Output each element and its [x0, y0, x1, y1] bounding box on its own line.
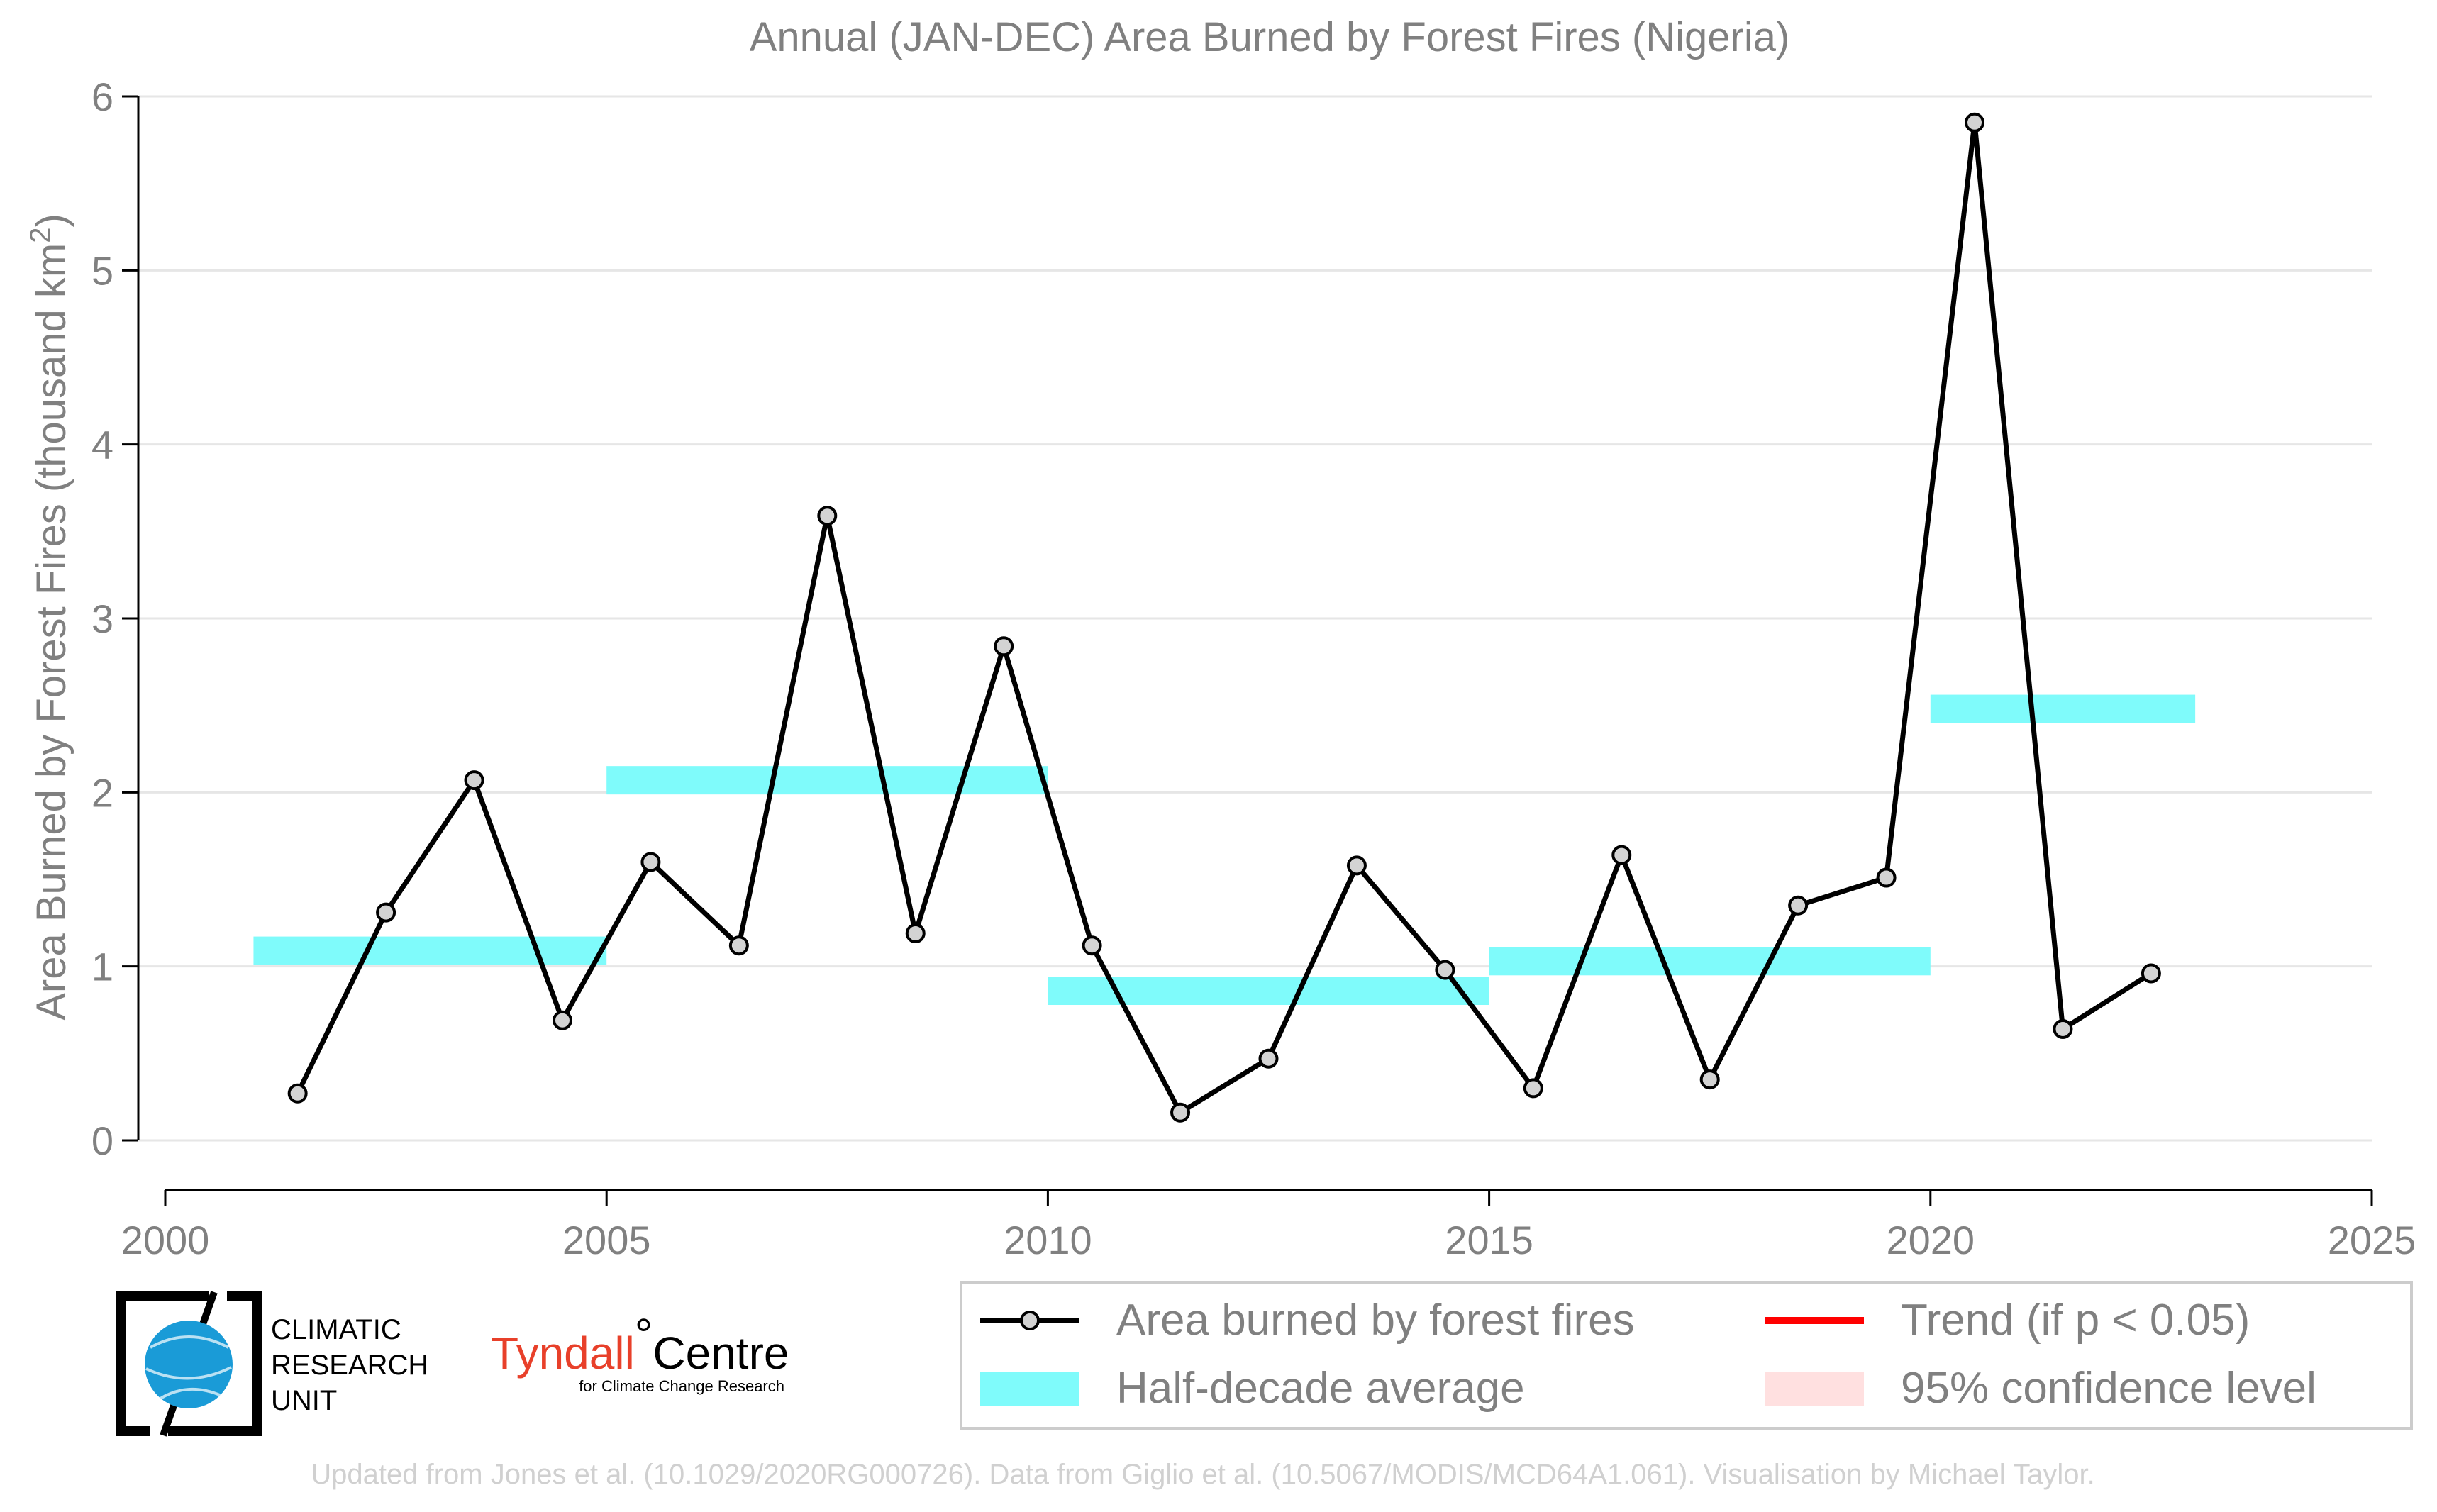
data-point-2014.5	[1435, 960, 1455, 980]
y-tick-label-4: 4	[91, 423, 113, 467]
data-point-2002.5	[376, 902, 396, 923]
data-point-2008.5	[905, 923, 926, 944]
data-point-2006.5	[728, 935, 749, 956]
legend-label-2: Half-decade average	[1116, 1364, 1525, 1413]
x-tick-label-2005: 2005	[562, 1218, 651, 1262]
y-axis-label-main: Area Burned by Forest Fires (thousand km	[28, 243, 74, 1021]
y-tick-label-2: 2	[91, 770, 113, 815]
legend: Area burned by forest fires Trend (if p <…	[960, 1281, 2413, 1430]
legend-frame	[960, 1281, 2413, 1430]
legend-label-0: Area burned by forest fires	[1116, 1296, 1635, 1345]
cru-logo-line-1: CLIMATIC	[271, 1314, 401, 1345]
half-decade-band-4	[1930, 694, 2196, 723]
legend-label-1: Trend (if p < 0.05)	[1901, 1296, 2250, 1345]
half-decade-band-0	[253, 936, 607, 965]
cru-logo-line-3: UNIT	[271, 1385, 337, 1416]
data-point-2007.5	[817, 506, 838, 526]
globe-lines	[145, 1335, 232, 1400]
data-point-2010.5	[1082, 935, 1102, 956]
cru-logo-frame	[116, 1291, 262, 1436]
y-axis-label-end: )	[28, 213, 74, 227]
chart-title: Annual (JAN-DEC) Area Burned by Forest F…	[750, 14, 1790, 60]
tyndall-degree: °	[635, 1309, 653, 1360]
data-point-2004.5	[552, 1010, 572, 1030]
data-point-2011.5	[1170, 1102, 1191, 1123]
legend-swatch-2	[980, 1372, 1079, 1406]
tyndall-logo-centre: Centre	[653, 1328, 789, 1379]
data-point-2020.5	[1965, 112, 1985, 133]
y-axis-label-sup: 2	[25, 228, 56, 243]
data-point-2005.5	[640, 852, 661, 872]
data-point-2001.5	[287, 1083, 308, 1104]
data-point-2013.5	[1346, 855, 1367, 876]
cru-logo-line-2: RESEARCH	[271, 1350, 428, 1381]
y-tick-label-3: 3	[91, 596, 113, 641]
half-decade-band-1	[606, 766, 1048, 795]
data-point-2022.5	[2141, 963, 2161, 984]
y-tick-label-5: 5	[91, 248, 113, 293]
x-tick-label-2025: 2025	[2328, 1218, 2416, 1262]
data-point-2018.5	[1788, 895, 1809, 916]
data-point-2017.5	[1699, 1069, 1720, 1090]
tyndall-logo-sub: for Climate Change Research	[579, 1377, 784, 1395]
x-tick-label-2020: 2020	[1887, 1218, 1975, 1262]
series-line	[295, 120, 2153, 1116]
data-point-2012.5	[1258, 1048, 1279, 1069]
legend-swatch-3	[1765, 1372, 1864, 1406]
axes: 0 1 2 3 4 5 6 2000 2005 2010 2015 2020 2025	[91, 74, 2416, 1262]
legend-marker-0	[1020, 1311, 1040, 1330]
data-point-2021.5	[2053, 1018, 2073, 1039]
half-decade-band-3	[1489, 947, 1931, 976]
cru-logo: CLIMATIC RESEARCH UNIT	[116, 1291, 428, 1437]
data-point-2009.5	[994, 636, 1014, 657]
legend-label-3: 95% confidence level	[1901, 1364, 2316, 1413]
data-point-2003.5	[464, 770, 484, 791]
data-point-2016.5	[1611, 845, 1632, 865]
grid-lines	[138, 95, 2372, 1142]
x-tick-label-2010: 2010	[1004, 1218, 1092, 1262]
y-tick-label-6: 6	[91, 74, 113, 119]
y-tick-label-0: 0	[91, 1118, 113, 1163]
x-tick-label-2000: 2000	[121, 1218, 210, 1262]
x-tick-label-2015: 2015	[1445, 1218, 1533, 1262]
y-axis-label: Area Burned by Forest Fires (thousand km…	[25, 213, 74, 1021]
data-point-2015.5	[1523, 1078, 1543, 1099]
tyndall-logo-name: Tyndall	[491, 1328, 635, 1379]
credit-line: Updated from Jones et al. (10.1029/2020R…	[311, 1459, 2094, 1490]
series-area-burned	[287, 112, 2161, 1123]
tyndall-logo-text: Tyndall°Centre	[491, 1309, 789, 1379]
tyndall-logo: Tyndall°Centre for Climate Change Resear…	[491, 1309, 789, 1395]
data-point-2019.5	[1876, 867, 1897, 888]
y-tick-label-1: 1	[91, 945, 113, 989]
globe-icon	[145, 1321, 233, 1408]
